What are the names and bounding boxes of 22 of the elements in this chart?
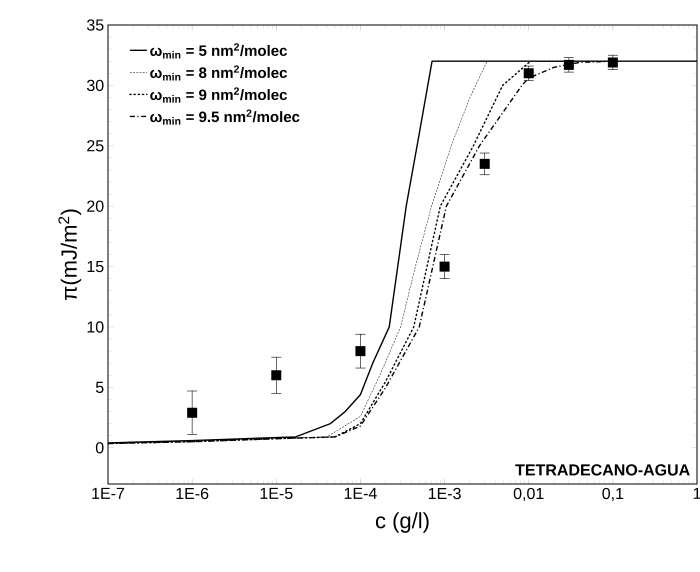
y-tick-label: 5	[96, 382, 104, 393]
y-tick-label: 35	[86, 19, 104, 31]
y-tick-label: 25	[87, 140, 104, 152]
y-tick-label: 30	[86, 80, 104, 92]
x-tick-label: 1E-3	[428, 488, 461, 500]
x-tick-label: 1E-6	[176, 488, 208, 500]
legend-label: ω$_{min}$ = 8 nm$^{2}$/molec	[150, 65, 288, 81]
legend-label: ω$_{min}$ = 9.5 nm$^{2}$/molec	[150, 109, 300, 125]
x-tick-label: 1E-4	[344, 488, 377, 499]
y-axis-title: π(mJ/m$^{2}$)	[58, 210, 82, 300]
x-tick-label: 0,01	[514, 488, 544, 502]
y-tick-label: 15	[88, 260, 104, 272]
y-tick-label: 10	[88, 321, 104, 333]
legend-label: ω$_{min}$ = 5 nm$^{2}$/molec	[150, 43, 288, 58]
y-tick-label: 20	[87, 200, 104, 212]
x-axis-title: c (g/l)	[376, 512, 429, 533]
legend-label: ω$_{min}$ = 9 nm$^{2}$/molec	[150, 87, 288, 103]
y-tick-label: 0	[96, 442, 104, 454]
x-tick-label: 1E-5	[260, 488, 292, 499]
annotation: TETRADECANO-AGUA	[515, 464, 690, 476]
x-tick-label: 0,1	[602, 488, 624, 502]
x-tick-label: 1E-7	[92, 488, 124, 499]
